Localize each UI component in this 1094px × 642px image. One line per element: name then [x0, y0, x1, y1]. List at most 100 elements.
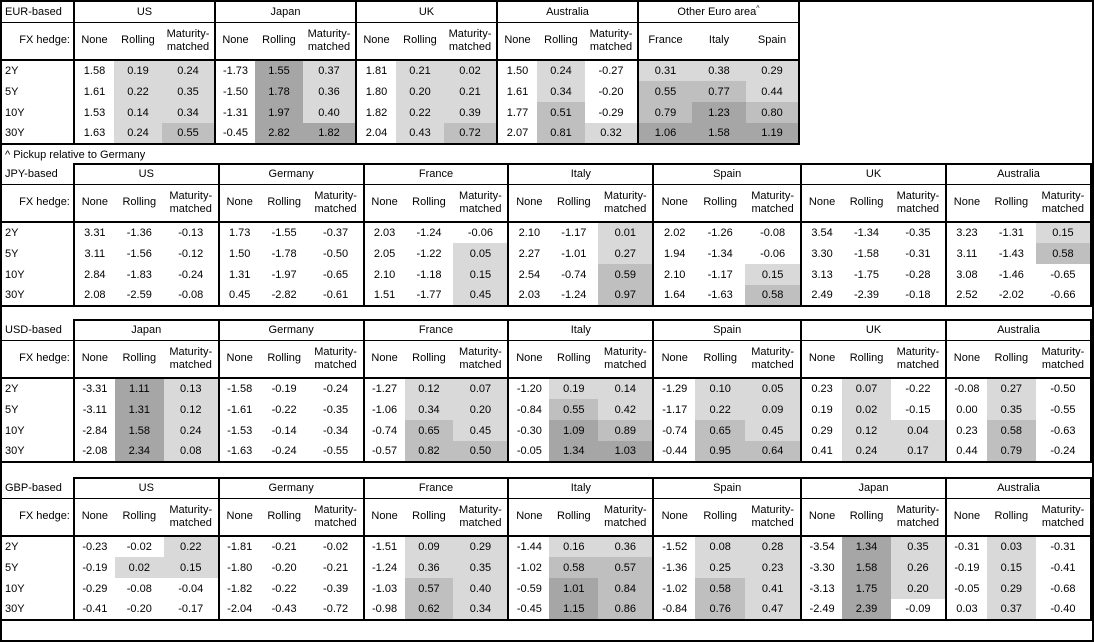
- value-cell: -0.72: [308, 599, 364, 620]
- value-cell: -0.09: [890, 599, 946, 620]
- hedge-column-header: Maturity-matched: [163, 498, 219, 537]
- value-cell: -1.20: [507, 378, 550, 399]
- value-cell: 0.72: [444, 123, 497, 144]
- value-cell: 0.24: [537, 60, 585, 81]
- value-cell: -0.05: [944, 578, 987, 599]
- value-cell: -0.74: [652, 420, 696, 441]
- hedge-column-header: Maturity-matched: [598, 184, 654, 223]
- value-cell: 1.77: [496, 102, 537, 123]
- hedge-column-header: Rolling: [842, 498, 891, 537]
- value-cell: 0.03: [944, 599, 987, 620]
- value-cell: 0.12: [404, 378, 454, 399]
- tenor-label: 30Y: [5, 289, 25, 301]
- value-cell: 1.82: [355, 102, 396, 123]
- tenor-label: 5Y: [5, 561, 19, 574]
- country-header: Japan: [800, 477, 946, 499]
- hedge-column-header: None: [800, 498, 843, 537]
- value-cell: 0.26: [890, 557, 946, 578]
- value-cell: 0.28: [745, 536, 802, 557]
- value-cell: 0.58: [986, 420, 1036, 441]
- value-cell: 0.22: [163, 536, 219, 557]
- value-cell: 0.15: [1035, 222, 1091, 243]
- value-cell: 0.41: [745, 578, 802, 599]
- hedge-column-header: Rolling: [259, 340, 309, 379]
- tenor-label: 10Y: [5, 424, 25, 437]
- value-cell: 3.11: [944, 243, 987, 264]
- hedge-column-header: Maturity-matched: [163, 184, 219, 223]
- tenor-row: 2Y -3.31 1.11 0.13 -1.58 -0.19 -0.24 -1.27 0.12 0…: [2, 378, 1091, 399]
- hedge-column-header: None: [73, 22, 114, 61]
- value-cell: 0.35: [890, 536, 946, 557]
- hedge-column-header: Maturity-matched: [444, 22, 497, 61]
- value-cell: -0.20: [259, 557, 309, 578]
- value-cell: -1.17: [652, 399, 696, 420]
- value-cell: -0.08: [114, 578, 164, 599]
- value-cell: -0.50: [1035, 378, 1091, 399]
- tenor-row: 2Y 3.31 -1.36 -0.13 1.73 -1.55 -0.37 2.03 -1.24-…: [2, 222, 1091, 243]
- value-cell: -0.55: [308, 441, 364, 462]
- footnote-marker: ^: [756, 5, 760, 13]
- value-cell: -1.80: [217, 557, 260, 578]
- value-cell: -1.02: [652, 578, 696, 599]
- value-cell: 0.09: [404, 536, 454, 557]
- country-header: France: [362, 319, 509, 341]
- value-cell: 1.34: [549, 441, 599, 462]
- value-cell: 0.84: [598, 578, 654, 599]
- value-cell: -0.31: [944, 536, 987, 557]
- value-cell: -1.06: [362, 399, 405, 420]
- value-cell: -1.82: [217, 578, 260, 599]
- eur-based-table: EUR-based US Japan UK Australia Other Euro ar…: [2, 2, 800, 145]
- hedge-column-header: None: [507, 340, 550, 379]
- value-cell: 0.22: [114, 81, 162, 102]
- value-cell: -1.77: [404, 285, 454, 306]
- value-cell: 0.35: [453, 557, 509, 578]
- value-cell: 0.44: [944, 441, 987, 462]
- value-cell: -1.24: [362, 557, 405, 578]
- country-header-row: EUR-based US Japan UK Australia Other Euro ar…: [2, 2, 799, 23]
- value-cell: 0.45: [453, 285, 509, 306]
- country-header: Spain: [652, 477, 802, 499]
- value-cell: 1.53: [73, 102, 114, 123]
- value-cell: 1.58: [692, 123, 746, 144]
- hedge-column-header: France: [637, 22, 692, 61]
- hedge-column-header: Rolling: [549, 498, 599, 537]
- value-cell: -0.12: [163, 243, 219, 264]
- value-cell: 0.50: [453, 441, 509, 462]
- value-cell: 0.36: [598, 536, 654, 557]
- hedge-column-header: Rolling: [259, 498, 309, 537]
- gbp-based-table: GBP-based US Germany France Italy Spain Japan A…: [2, 477, 1092, 621]
- value-cell: -0.34: [308, 420, 364, 441]
- value-cell: -1.50: [214, 81, 255, 102]
- value-cell: -0.08: [944, 378, 987, 399]
- value-cell: 3.23: [944, 222, 987, 243]
- value-cell: 0.58: [745, 285, 802, 306]
- jpy-based-table: JPY-based US Germany France Italy Spain UK Aust…: [2, 163, 1092, 307]
- hedge-column-header: None: [800, 340, 843, 379]
- value-cell: 0.89: [598, 420, 654, 441]
- value-cell: 0.08: [695, 536, 746, 557]
- value-cell: 0.21: [396, 60, 444, 81]
- tenor-label: 2Y: [5, 541, 19, 553]
- value-cell: -0.21: [259, 536, 309, 557]
- country-header: Germany: [217, 163, 364, 185]
- value-cell: -2.59: [114, 285, 164, 306]
- value-cell: -0.39: [308, 578, 364, 599]
- country-header: Germany: [217, 319, 364, 341]
- value-cell: 0.58: [695, 578, 746, 599]
- value-cell: 1.73: [217, 222, 260, 243]
- value-cell: 0.55: [162, 123, 215, 144]
- country-header: UK: [800, 319, 946, 341]
- hedge-column-header: Maturity-matched: [163, 340, 219, 379]
- value-cell: 2.54: [507, 264, 550, 285]
- country-header: Germany: [217, 477, 364, 499]
- value-cell: -0.59: [507, 578, 550, 599]
- hedge-column-header: None: [217, 184, 260, 223]
- value-cell: 0.22: [695, 399, 746, 420]
- value-cell: 2.84: [72, 264, 115, 285]
- value-cell: 0.15: [986, 557, 1036, 578]
- value-cell: -0.41: [1035, 557, 1091, 578]
- value-cell: 0.07: [842, 378, 891, 399]
- value-cell: 2.07: [496, 123, 537, 144]
- value-cell: -0.98: [362, 599, 405, 620]
- gbp-based-table-section: GBP-based US Germany France Italy Spain Japan A…: [2, 477, 1092, 621]
